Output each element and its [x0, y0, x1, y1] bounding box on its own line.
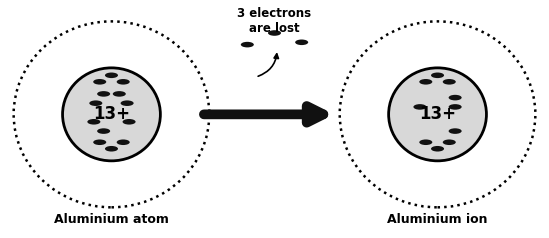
- Circle shape: [442, 79, 456, 84]
- Circle shape: [413, 104, 427, 110]
- Circle shape: [449, 95, 462, 100]
- Circle shape: [449, 104, 462, 110]
- Text: 3 electrons
are lost: 3 electrons are lost: [237, 7, 312, 35]
- Circle shape: [113, 91, 126, 97]
- Circle shape: [97, 128, 110, 134]
- Circle shape: [449, 128, 462, 134]
- Circle shape: [105, 73, 118, 78]
- Circle shape: [87, 119, 100, 124]
- Circle shape: [93, 79, 107, 84]
- Text: 13+: 13+: [93, 105, 130, 123]
- Circle shape: [121, 100, 133, 106]
- Circle shape: [419, 79, 432, 84]
- Ellipse shape: [389, 68, 486, 161]
- Circle shape: [117, 79, 130, 84]
- Circle shape: [241, 42, 254, 47]
- Circle shape: [93, 139, 107, 145]
- Text: Aluminium ion: Aluminium ion: [387, 213, 488, 226]
- Circle shape: [89, 100, 102, 106]
- Circle shape: [97, 91, 110, 97]
- Circle shape: [419, 139, 432, 145]
- Circle shape: [431, 73, 444, 78]
- Circle shape: [105, 146, 118, 152]
- Text: Aluminium atom: Aluminium atom: [54, 213, 169, 226]
- Circle shape: [122, 119, 136, 124]
- Circle shape: [442, 139, 456, 145]
- Circle shape: [295, 40, 308, 45]
- Ellipse shape: [63, 68, 160, 161]
- Circle shape: [268, 30, 281, 36]
- Circle shape: [431, 146, 444, 152]
- Circle shape: [117, 139, 130, 145]
- Text: 13+: 13+: [419, 105, 456, 123]
